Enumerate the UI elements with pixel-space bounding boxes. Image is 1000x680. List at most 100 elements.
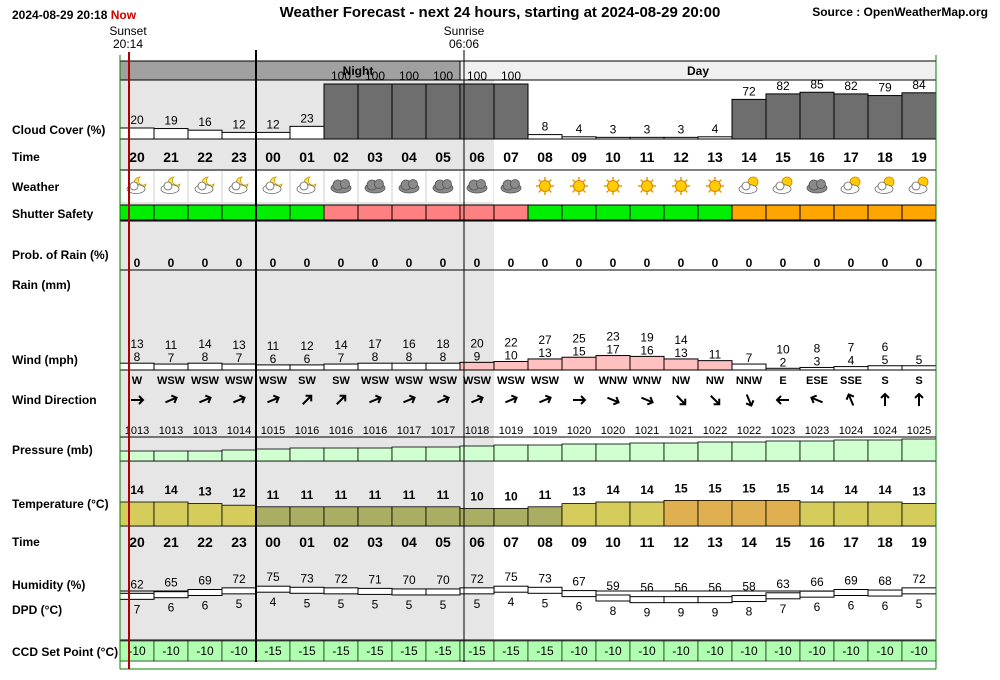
temperature-value: 10	[504, 489, 518, 503]
wind-speed-value: 16	[640, 343, 654, 357]
time-label: 20	[129, 149, 145, 165]
time-label: 13	[707, 534, 723, 550]
overcast-icon	[398, 179, 420, 194]
time-label: 14	[741, 149, 757, 165]
pressure-value: 1017	[431, 425, 455, 437]
ccd-value: -10	[230, 644, 248, 658]
humidity-value: 66	[810, 575, 824, 589]
time-label: 00	[265, 534, 281, 550]
time-label: 22	[197, 149, 213, 165]
temperature-bar	[765, 499, 801, 527]
pressure-value: 1022	[703, 425, 727, 437]
ccd-value: -15	[400, 644, 418, 658]
cloud-value: 100	[501, 69, 521, 83]
dpd-value: 5	[406, 598, 413, 612]
ccd-value: -10	[570, 644, 588, 658]
cloud-bar	[663, 136, 699, 140]
wind-direction-label: WSW	[395, 375, 424, 387]
ccd-value: -15	[502, 644, 520, 658]
dpd-value: 7	[134, 602, 141, 616]
shutter-cell	[731, 204, 767, 221]
pressure-bar	[901, 438, 937, 462]
wind-arrow-icon	[199, 394, 212, 404]
wind-arrow-icon	[369, 394, 382, 404]
pressure-value: 1022	[737, 425, 761, 437]
humidity-value: 68	[878, 574, 892, 588]
humidity-bar	[663, 596, 699, 604]
temperature-value: 11	[369, 488, 382, 502]
humidity-value: 58	[742, 580, 756, 594]
wind-bar	[561, 356, 597, 371]
humidity-bar	[153, 591, 189, 599]
wind-speed-value: 7	[338, 351, 345, 365]
cloud-value: 79	[878, 81, 892, 95]
wind-speed-value: 8	[134, 350, 141, 364]
wind-speed-value: 13	[538, 346, 552, 360]
pressure-value: 1021	[669, 425, 693, 437]
cloud-bar	[323, 83, 359, 140]
temperature-bar	[357, 506, 393, 527]
pressure-bar	[425, 446, 461, 462]
pressure-value: 1019	[499, 425, 523, 437]
dpd-value: 9	[644, 606, 651, 620]
pressure-bar	[799, 440, 835, 462]
shutter-cell	[697, 204, 733, 221]
pressure-bar	[527, 444, 563, 462]
sun-icon	[536, 177, 554, 195]
humidity-bar	[731, 595, 767, 603]
time-label: 08	[537, 534, 553, 550]
temperature-value: 11	[539, 488, 552, 502]
dpd-value: 9	[678, 606, 685, 620]
pressure-value: 1014	[227, 425, 251, 437]
wind-speed-value: 9	[474, 349, 481, 363]
rain-probability-value: 0	[576, 256, 583, 270]
wind-bar	[187, 362, 223, 371]
cloud-bar	[119, 127, 155, 140]
cloud-bar	[561, 136, 597, 140]
time-label: 11	[640, 149, 655, 165]
humidity-value: 75	[266, 570, 280, 584]
cloud-bar	[493, 83, 529, 140]
row-label-rain-prob: Prob. of Rain (%)	[12, 248, 109, 262]
sunset-label: Sunset	[109, 24, 147, 38]
pressure-value: 1025	[907, 425, 931, 437]
time-label: 17	[843, 149, 859, 165]
wind-arrow-icon	[437, 394, 450, 404]
humidity-value: 72	[912, 572, 926, 586]
time-label: 12	[673, 534, 689, 550]
cloud-value: 12	[232, 117, 246, 131]
time-label: 03	[367, 149, 383, 165]
wind-speed-value: 13	[674, 346, 688, 360]
time-label: 15	[775, 534, 791, 550]
temperature-value: 14	[130, 483, 144, 497]
pressure-value: 1020	[567, 425, 591, 437]
humidity-value: 70	[436, 573, 450, 587]
cloud-bar	[901, 92, 937, 140]
night-partly-cloudy-icon	[296, 176, 317, 194]
night-partly-cloudy-icon	[160, 176, 181, 194]
time-label: 09	[571, 149, 587, 165]
wind-gust-value: 19	[640, 330, 654, 344]
temperature-bar	[799, 501, 835, 527]
pressure-bar	[221, 449, 257, 462]
wind-speed-value: 5	[882, 353, 889, 367]
rain-probability-value: 0	[236, 256, 243, 270]
wind-direction-label: ESE	[806, 375, 828, 387]
dpd-value: 5	[916, 597, 923, 611]
wind-bar	[391, 362, 427, 371]
partly-cloudy-icon	[874, 176, 895, 194]
temperature-bar	[527, 506, 563, 527]
rain-probability-value: 0	[338, 256, 345, 270]
rain-probability-value: 0	[882, 256, 889, 270]
cloud-value: 100	[331, 69, 351, 83]
humidity-value: 71	[368, 572, 382, 586]
wind-gust-value: 13	[232, 338, 246, 352]
pressure-bar	[459, 445, 495, 462]
temperature-value: 11	[437, 488, 450, 502]
rain-probability-value: 0	[406, 256, 413, 270]
wind-gust-value: 14	[674, 333, 688, 347]
wind-arrow-icon	[131, 395, 145, 405]
wind-gust-value: 17	[368, 337, 382, 351]
time-label: 14	[741, 534, 757, 550]
rain-probability-value: 0	[304, 256, 311, 270]
